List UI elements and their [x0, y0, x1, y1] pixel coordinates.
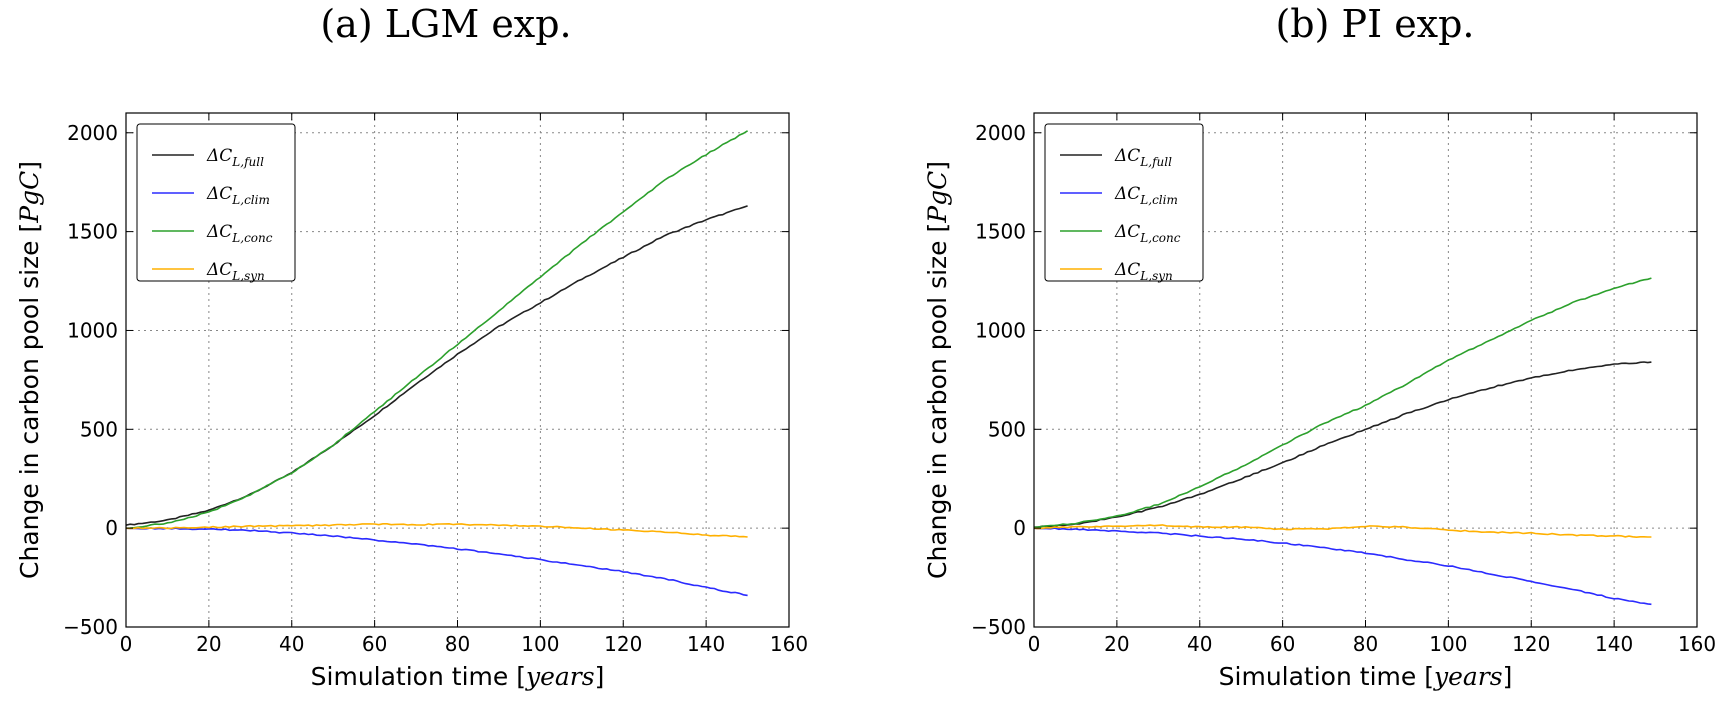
x-tick-label: 140	[687, 632, 725, 656]
x-tick-label: 140	[1595, 632, 1633, 656]
series-line-0	[1033, 361, 1652, 528]
legend-label: ΔCL,full	[1114, 146, 1172, 169]
y-tick-label: −500	[63, 615, 118, 639]
y-tick-label: −500	[971, 615, 1026, 639]
chart-panel-0: 0 20 40 60 80 100 120 140 160−500050010001500200…	[15, 112, 808, 691]
legend-label: ΔCL,clim	[1114, 184, 1178, 207]
legend: ΔCL,full ΔCL,clim ΔCL,conc ΔCL,syn	[136, 123, 296, 283]
y-tick-label: 500	[988, 417, 1026, 441]
x-tick-label: 160	[770, 632, 808, 656]
x-tick-label: 40	[1187, 632, 1212, 656]
x-tick-label: 60	[362, 632, 387, 656]
y-tick-label: 0	[105, 516, 118, 540]
x-axis-label: Simulation time [years]	[1219, 662, 1513, 691]
chart-panel-1: 0 20 40 60 80 100 120 140 160−500050010001500200…	[923, 112, 1716, 691]
y-tick-label: 1500	[67, 220, 118, 244]
x-axis-label: Simulation time [years]	[311, 662, 605, 691]
x-tick-label: 100	[1429, 632, 1467, 656]
y-tick-label: 1000	[67, 318, 118, 342]
x-tick-label: 80	[445, 632, 470, 656]
panel-b-title: (b) PI exp.	[1275, 2, 1475, 46]
y-tick-label: 0	[1013, 516, 1026, 540]
y-tick-label: 2000	[67, 121, 118, 145]
x-tick-label: 0	[1028, 632, 1041, 656]
x-tick-label: 20	[196, 632, 221, 656]
x-tick-label: 100	[521, 632, 559, 656]
series-line-3	[125, 522, 748, 538]
x-tick-label: 120	[1512, 632, 1550, 656]
legend-label: ΔCL,full	[206, 146, 264, 169]
legend-box	[1044, 123, 1204, 282]
y-axis-label: Change in carbon pool size [PgC]	[923, 161, 952, 579]
legend-label: ΔCL,syn	[1114, 260, 1173, 283]
legend-box	[136, 123, 296, 282]
x-tick-label: 120	[604, 632, 642, 656]
x-tick-label: 60	[1270, 632, 1295, 656]
legend-label: ΔCL,conc	[1114, 222, 1181, 245]
y-tick-label: 500	[80, 417, 118, 441]
y-axis-label: Change in carbon pool size [PgC]	[15, 161, 44, 579]
y-tick-label: 2000	[975, 121, 1026, 145]
x-tick-label: 160	[1678, 632, 1716, 656]
panel-a-title: (a) LGM exp.	[320, 2, 572, 46]
legend-label: ΔCL,syn	[206, 260, 265, 283]
x-tick-label: 80	[1353, 632, 1378, 656]
y-tick-label: 1500	[975, 220, 1026, 244]
x-tick-label: 40	[279, 632, 304, 656]
y-tick-label: 1000	[975, 318, 1026, 342]
series-line-2	[125, 130, 749, 529]
series-line-2	[1033, 277, 1652, 528]
x-tick-label: 0	[120, 632, 133, 656]
series-line-1	[1033, 527, 1652, 606]
legend: ΔCL,full ΔCL,clim ΔCL,conc ΔCL,syn	[1044, 123, 1204, 283]
series-line-3	[1033, 524, 1652, 539]
series-line-1	[125, 527, 748, 597]
legend-label: ΔCL,clim	[206, 184, 270, 207]
legend-label: ΔCL,conc	[206, 222, 273, 245]
x-tick-label: 20	[1104, 632, 1129, 656]
